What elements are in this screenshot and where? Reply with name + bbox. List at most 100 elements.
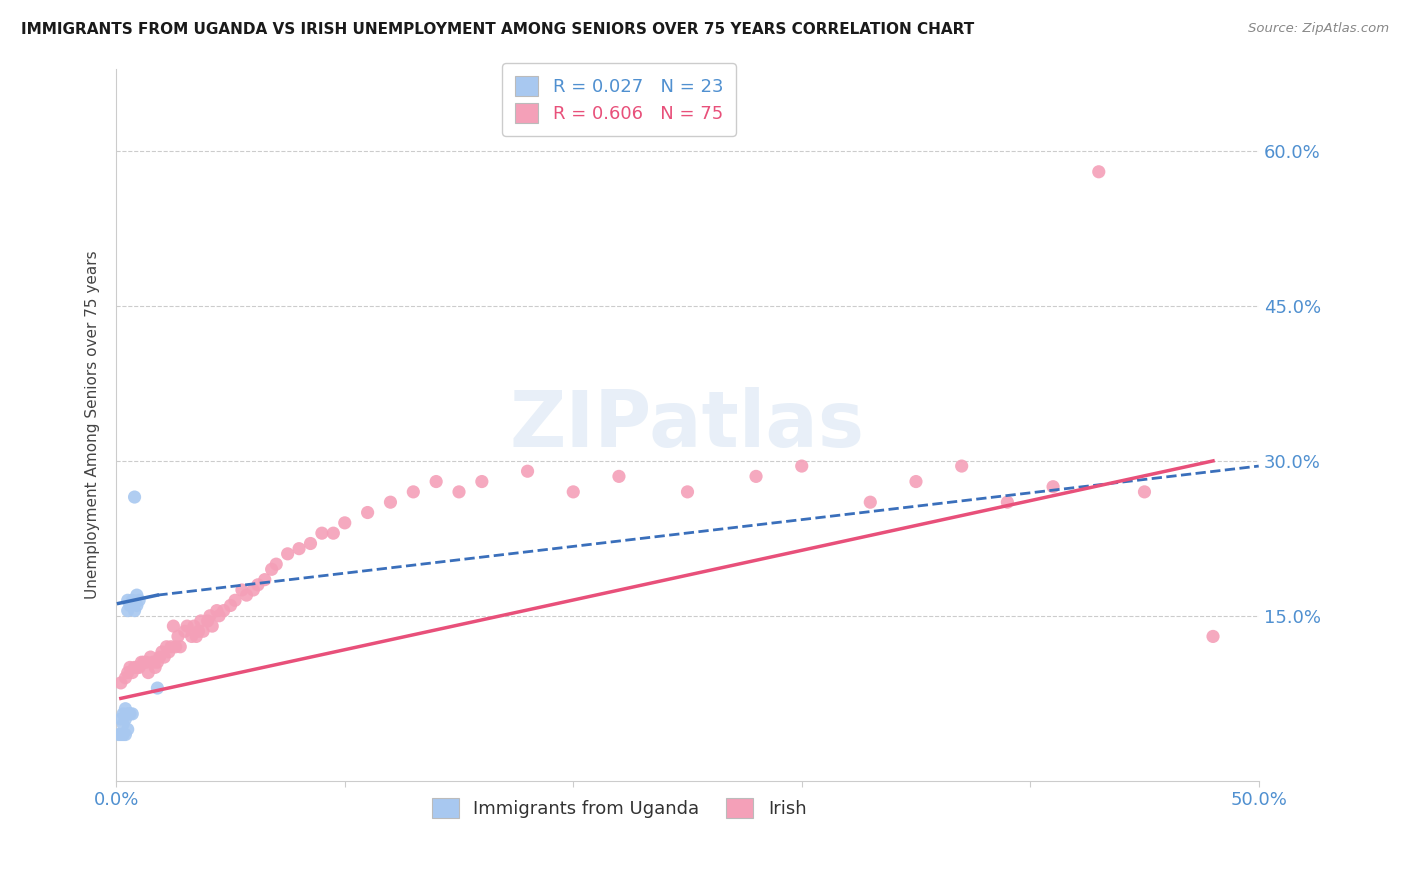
Point xyxy=(676,484,699,499)
Point xyxy=(402,484,425,499)
Point xyxy=(201,619,224,633)
Point xyxy=(124,490,146,504)
Point xyxy=(180,629,202,643)
Point xyxy=(125,660,148,674)
Point xyxy=(132,655,155,669)
Point xyxy=(128,660,150,674)
Point xyxy=(131,655,153,669)
Point xyxy=(157,645,180,659)
Point xyxy=(124,604,146,618)
Point xyxy=(114,712,136,726)
Point xyxy=(110,712,132,726)
Point xyxy=(197,614,219,628)
Point xyxy=(205,604,228,618)
Point xyxy=(128,593,150,607)
Point xyxy=(107,727,129,741)
Point xyxy=(114,671,136,685)
Text: IMMIGRANTS FROM UGANDA VS IRISH UNEMPLOYMENT AMONG SENIORS OVER 75 YEARS CORRELA: IMMIGRANTS FROM UGANDA VS IRISH UNEMPLOY… xyxy=(21,22,974,37)
Point xyxy=(125,588,148,602)
Point xyxy=(149,650,172,665)
Point xyxy=(246,578,269,592)
Point xyxy=(995,495,1018,509)
Point xyxy=(118,706,141,721)
Point xyxy=(607,469,630,483)
Point xyxy=(135,655,157,669)
Point xyxy=(745,469,768,483)
Point xyxy=(153,650,176,665)
Point xyxy=(471,475,494,489)
Point xyxy=(242,582,264,597)
Point xyxy=(162,619,184,633)
Point xyxy=(155,640,177,654)
Point xyxy=(112,706,135,721)
Point xyxy=(516,464,538,478)
Point xyxy=(187,624,209,639)
Point xyxy=(950,458,973,473)
Point xyxy=(173,624,195,639)
Text: ZIPatlas: ZIPatlas xyxy=(510,387,865,463)
Point xyxy=(150,645,173,659)
Point xyxy=(146,681,169,695)
Point xyxy=(790,458,813,473)
Point xyxy=(190,614,212,628)
Point xyxy=(1042,480,1064,494)
Point xyxy=(121,706,143,721)
Point xyxy=(142,655,165,669)
Point xyxy=(299,536,322,550)
Point xyxy=(186,629,208,643)
Point xyxy=(160,640,183,654)
Point xyxy=(447,484,470,499)
Point xyxy=(224,593,246,607)
Point xyxy=(146,655,169,669)
Point xyxy=(124,660,146,674)
Point xyxy=(208,608,231,623)
Point xyxy=(1087,165,1109,179)
Point xyxy=(165,640,187,654)
Point xyxy=(117,723,139,737)
Point xyxy=(425,475,447,489)
Point xyxy=(121,665,143,680)
Point xyxy=(114,727,136,741)
Point xyxy=(121,593,143,607)
Point xyxy=(117,706,139,721)
Point xyxy=(139,650,162,665)
Point xyxy=(191,624,214,639)
Point xyxy=(198,608,221,623)
Point xyxy=(125,599,148,613)
Point xyxy=(311,526,333,541)
Point xyxy=(112,727,135,741)
Point xyxy=(253,573,276,587)
Point xyxy=(118,599,141,613)
Point xyxy=(356,506,378,520)
Point xyxy=(219,599,242,613)
Text: Source: ZipAtlas.com: Source: ZipAtlas.com xyxy=(1249,22,1389,36)
Point xyxy=(264,557,287,571)
Point xyxy=(212,604,235,618)
Point xyxy=(1202,629,1225,643)
Point xyxy=(176,619,198,633)
Point xyxy=(231,582,253,597)
Legend: Immigrants from Uganda, Irish: Immigrants from Uganda, Irish xyxy=(425,791,814,825)
Y-axis label: Unemployment Among Seniors over 75 years: Unemployment Among Seniors over 75 years xyxy=(86,251,100,599)
Point xyxy=(167,629,190,643)
Point xyxy=(859,495,882,509)
Point xyxy=(112,717,135,731)
Point xyxy=(114,702,136,716)
Point xyxy=(322,526,344,541)
Point xyxy=(136,665,159,680)
Point xyxy=(333,516,356,530)
Point xyxy=(110,727,132,741)
Point xyxy=(904,475,927,489)
Point xyxy=(118,660,141,674)
Point xyxy=(1133,484,1156,499)
Point xyxy=(277,547,299,561)
Point xyxy=(117,665,139,680)
Point xyxy=(380,495,402,509)
Point xyxy=(288,541,311,556)
Point xyxy=(110,676,132,690)
Point xyxy=(562,484,585,499)
Point xyxy=(117,604,139,618)
Point xyxy=(143,660,166,674)
Point xyxy=(117,593,139,607)
Point xyxy=(183,619,205,633)
